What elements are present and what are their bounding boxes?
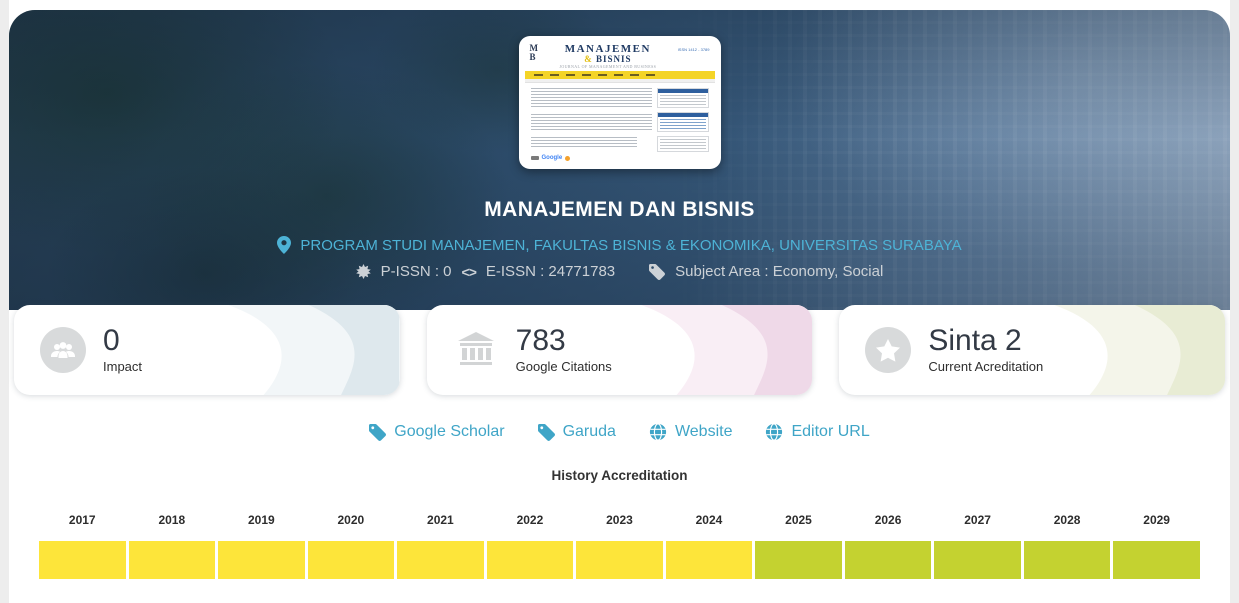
p-issn: P-ISSN : 0 bbox=[380, 263, 452, 280]
journal-cover-thumbnail[interactable]: M B MANAJEMEN & BISNIS JOURNAL OF MANAGE… bbox=[518, 36, 721, 169]
link-label: Google Scholar bbox=[394, 423, 505, 440]
year-label: 2026 bbox=[874, 513, 902, 527]
year-bar bbox=[576, 541, 663, 579]
year-bar bbox=[1023, 541, 1111, 579]
globe-icon bbox=[649, 423, 667, 441]
tag-icon bbox=[537, 423, 555, 441]
google-citations-label: Google Citations bbox=[515, 359, 612, 375]
history-accreditation-title: History Accreditation bbox=[551, 468, 688, 483]
globe-icon bbox=[766, 423, 783, 441]
year-label: 2022 bbox=[516, 513, 544, 527]
year-label: 2024 bbox=[695, 513, 723, 527]
year-bar bbox=[39, 541, 126, 579]
year-label: 2018 bbox=[158, 513, 186, 527]
thumb-sidebar bbox=[656, 88, 709, 161]
year-bar bbox=[486, 541, 574, 579]
year-bar bbox=[218, 541, 305, 579]
stat-card-impact: 0 Impact bbox=[14, 305, 400, 395]
year-label: 2019 bbox=[247, 513, 275, 527]
year-label: 2023 bbox=[606, 513, 633, 527]
year-bars-row bbox=[39, 541, 1200, 579]
year-label: 2029 bbox=[1143, 513, 1170, 527]
year-label: 2017 bbox=[68, 513, 96, 527]
year-bar bbox=[397, 541, 484, 579]
thumb-footer-logos: Google bbox=[530, 155, 652, 161]
card-wave-decoration bbox=[641, 305, 813, 395]
journal-banner: M B MANAJEMEN & BISNIS JOURNAL OF MANAGE… bbox=[9, 10, 1230, 310]
starburst-icon bbox=[355, 264, 371, 279]
accreditation-timeline: 2017 2018 2019 2020 2021 2022 2023 2024 2025 2026… bbox=[39, 513, 1200, 579]
link-google-scholar[interactable]: Google Scholar bbox=[369, 423, 505, 441]
impact-value: 0 bbox=[103, 323, 120, 357]
journal-affiliation-row: PROGRAM STUDI MANAJEMEN, FAKULTAS BISNIS… bbox=[9, 236, 1230, 254]
stat-card-google-citations: 783 Google Citations bbox=[426, 305, 813, 395]
year-label: 2020 bbox=[337, 513, 365, 527]
year-bar bbox=[934, 541, 1021, 579]
year-bar bbox=[128, 541, 216, 579]
users-icon bbox=[40, 327, 86, 373]
year-bar bbox=[844, 541, 932, 579]
link-garuda[interactable]: Garuda bbox=[537, 423, 616, 441]
tag-icon bbox=[369, 423, 387, 441]
card-wave-decoration bbox=[228, 305, 400, 395]
year-bar bbox=[307, 541, 395, 579]
link-label: Website bbox=[674, 423, 733, 440]
thumb-logo: M B bbox=[529, 43, 539, 62]
year-label: 2025 bbox=[785, 513, 812, 527]
journal-affiliation[interactable]: PROGRAM STUDI MANAJEMEN, FAKULTAS BISNIS… bbox=[300, 236, 962, 254]
impact-label: Impact bbox=[103, 359, 143, 375]
year-bar bbox=[1113, 541, 1200, 579]
year-label: 2027 bbox=[964, 513, 991, 527]
stat-cards-row: 0 Impact bbox=[9, 305, 1230, 395]
link-label: Garuda bbox=[562, 423, 616, 440]
thumb-breadcrumb bbox=[524, 79, 715, 83]
external-links-row: Google Scholar Garuda Website bbox=[9, 423, 1230, 441]
banner-photo-building bbox=[668, 10, 1230, 310]
journal-title: MANAJEMEN DAN BISNIS bbox=[484, 198, 755, 221]
year-bar bbox=[755, 541, 842, 579]
thumb-masthead-title: MANAJEMEN bbox=[564, 43, 651, 55]
page-container: M B MANAJEMEN & BISNIS JOURNAL OF MANAGE… bbox=[9, 0, 1230, 603]
star-icon bbox=[865, 327, 912, 373]
tag-icon bbox=[649, 263, 666, 280]
year-label: 2028 bbox=[1053, 513, 1081, 527]
thumb-tagline: JOURNAL OF MANAGEMENT AND BUSINESS bbox=[559, 64, 657, 69]
accreditation-value: Sinta 2 bbox=[928, 323, 1022, 357]
journal-meta-row: P-ISSN : 0 <> E-ISSN : 24771783 Subject … bbox=[9, 263, 1230, 280]
year-bar bbox=[665, 541, 753, 579]
link-website[interactable]: Website bbox=[649, 423, 733, 441]
accreditation-label: Current Acreditation bbox=[928, 359, 1044, 375]
card-wave-decoration bbox=[1053, 305, 1226, 395]
thumb-issn-note: ISSN 1412 - 3789 bbox=[677, 47, 710, 52]
thumb-google-logo: Google bbox=[541, 155, 563, 161]
thumb-article-text: Google bbox=[530, 88, 652, 161]
year-labels-row: 2017 2018 2019 2020 2021 2022 2023 2024 2025 2026… bbox=[39, 513, 1200, 527]
e-issn: E-ISSN : 24771783 bbox=[485, 263, 616, 280]
google-citations-value: 783 bbox=[515, 323, 566, 357]
year-label: 2021 bbox=[427, 513, 454, 527]
map-marker-icon bbox=[277, 236, 292, 254]
link-label: Editor URL bbox=[791, 423, 870, 440]
bank-icon bbox=[453, 327, 499, 373]
thumb-nav-bar bbox=[524, 71, 715, 79]
thumb-masthead-sub: & BISNIS bbox=[584, 54, 632, 64]
link-editor-url[interactable]: Editor URL bbox=[765, 423, 870, 441]
code-icon: <> bbox=[461, 263, 477, 280]
subject-area: Subject Area : Economy, Social bbox=[675, 263, 884, 280]
journal-site-screenshot: M B MANAJEMEN & BISNIS JOURNAL OF MANAGE… bbox=[524, 41, 715, 164]
stat-card-accreditation: Sinta 2 Current Acreditation bbox=[839, 305, 1226, 395]
